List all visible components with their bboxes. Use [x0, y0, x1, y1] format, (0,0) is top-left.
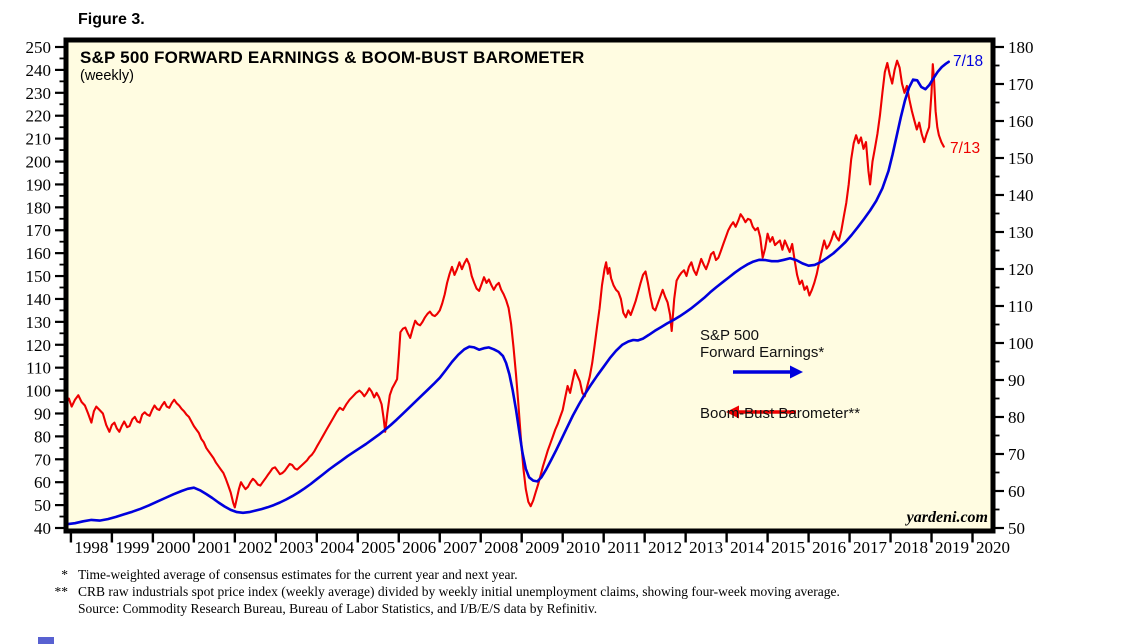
footnote-text: Source: Commodity Research Bureau, Burea… [78, 601, 598, 616]
x-axis-label: 2019 [935, 538, 969, 557]
x-axis-label: 2020 [976, 538, 1010, 557]
footnote-row: * Time-weighted average of consensus est… [0, 567, 1100, 583]
y-left-label: 50 [34, 496, 51, 515]
y-right-label: 60 [1008, 482, 1025, 501]
y-right-label: 70 [1008, 445, 1025, 464]
footnotes: * Time-weighted average of consensus est… [0, 567, 1100, 619]
chart-title: S&P 500 FORWARD EARNINGS & BOOM-BUST BAR… [80, 48, 585, 67]
y-left-label: 140 [26, 290, 52, 309]
y-left-label: 120 [26, 336, 52, 355]
footnote-text: CRB raw industrials spot price index (we… [78, 584, 840, 599]
y-right-label: 80 [1008, 408, 1025, 427]
y-right-label: 160 [1008, 112, 1034, 131]
legend-forward-earnings-line2: Forward Earnings* [700, 344, 825, 361]
x-axis-label: 2014 [730, 538, 765, 557]
y-left-label: 250 [26, 38, 52, 57]
y-left-label: 180 [26, 198, 52, 217]
chart-subtitle: (weekly) [80, 68, 134, 84]
x-axis-label: 2008 [484, 538, 518, 557]
y-left-label: 240 [26, 61, 52, 80]
y-left-label: 220 [26, 107, 52, 126]
y-right-label: 110 [1008, 297, 1033, 316]
y-left-label: 170 [26, 221, 52, 240]
callout-boom-bust-date: 7/13 [950, 140, 981, 157]
y-left-label: 200 [26, 153, 52, 172]
y-left-label: 80 [34, 427, 51, 446]
y-right-label: 150 [1008, 149, 1034, 168]
forward-earnings-line [64, 60, 951, 526]
y-left-label: 230 [26, 84, 52, 103]
callout-forward-earnings-date: 7/18 [953, 53, 984, 70]
x-axis-label: 2002 [238, 538, 272, 557]
plot-background [66, 40, 993, 531]
y-left-label: 70 [34, 450, 51, 469]
boom-bust-arrowhead [726, 405, 739, 419]
watermark: yardeni.com [906, 509, 988, 526]
x-axis-label: 2009 [525, 538, 559, 557]
y-left-label: 190 [26, 175, 52, 194]
page-corner-mark [38, 637, 54, 644]
legend-spacer [700, 361, 860, 405]
x-axis-label: 2013 [689, 538, 723, 557]
y-left-label: 60 [34, 473, 51, 492]
forward-earnings-arrowhead [790, 365, 803, 379]
x-axis-label: 2005 [361, 538, 395, 557]
y-left-label: 90 [34, 404, 51, 423]
chart-legend: S&P 500 Forward Earnings* Boom-Bust Baro… [700, 327, 860, 422]
x-axis-label: 2011 [607, 538, 640, 557]
figure-label: Figure 3. [78, 11, 145, 28]
y-right-label: 120 [1008, 260, 1034, 279]
y-right-label: 90 [1008, 371, 1025, 390]
y-right-label: 140 [1008, 186, 1034, 205]
x-axis-label: 2018 [894, 538, 928, 557]
y-right-label: 100 [1008, 334, 1034, 353]
x-axis-label: 2010 [566, 538, 600, 557]
y-right-label: 130 [1008, 223, 1034, 242]
y-left-label: 110 [26, 359, 51, 378]
x-axis-label: 2004 [320, 538, 355, 557]
legend-forward-earnings-line1: S&P 500 [700, 327, 759, 344]
footnote-row: ** CRB raw industrials spot price index … [0, 584, 1100, 600]
x-axis-label: 2000 [156, 538, 190, 557]
y-left-label: 100 [26, 382, 52, 401]
x-axis-label: 2007 [443, 538, 478, 557]
x-axis-label: 2012 [648, 538, 682, 557]
x-axis-label: 2015 [771, 538, 805, 557]
y-right-label: 50 [1008, 519, 1025, 538]
legend-boom-bust-label: Boom-Bust Barometer** [700, 405, 861, 422]
x-axis-label: 1998 [74, 538, 108, 557]
x-axis-label: 2006 [402, 538, 436, 557]
y-right-label: 180 [1008, 38, 1034, 57]
x-axis-label: 2003 [279, 538, 313, 557]
y-left-label: 40 [34, 519, 51, 538]
footnote-marker: ** [54, 584, 69, 599]
x-axis-label: 2016 [812, 538, 846, 557]
y-left-label: 150 [26, 267, 52, 286]
footnote-text: Time-weighted average of consensus estim… [78, 567, 518, 582]
y-left-label: 160 [26, 244, 52, 263]
plot-border [63, 37, 996, 534]
x-axis-label: 2001 [197, 538, 231, 557]
x-axis-label: 2017 [853, 538, 888, 557]
footnote-row: Source: Commodity Research Bureau, Burea… [0, 601, 1100, 617]
boom-bust-barometer-line [64, 59, 945, 509]
y-right-label: 170 [1008, 75, 1034, 94]
y-left-label: 210 [26, 130, 52, 149]
footnote-marker: * [61, 567, 68, 582]
y-left-label: 130 [26, 313, 52, 332]
x-axis-label: 1999 [115, 538, 149, 557]
